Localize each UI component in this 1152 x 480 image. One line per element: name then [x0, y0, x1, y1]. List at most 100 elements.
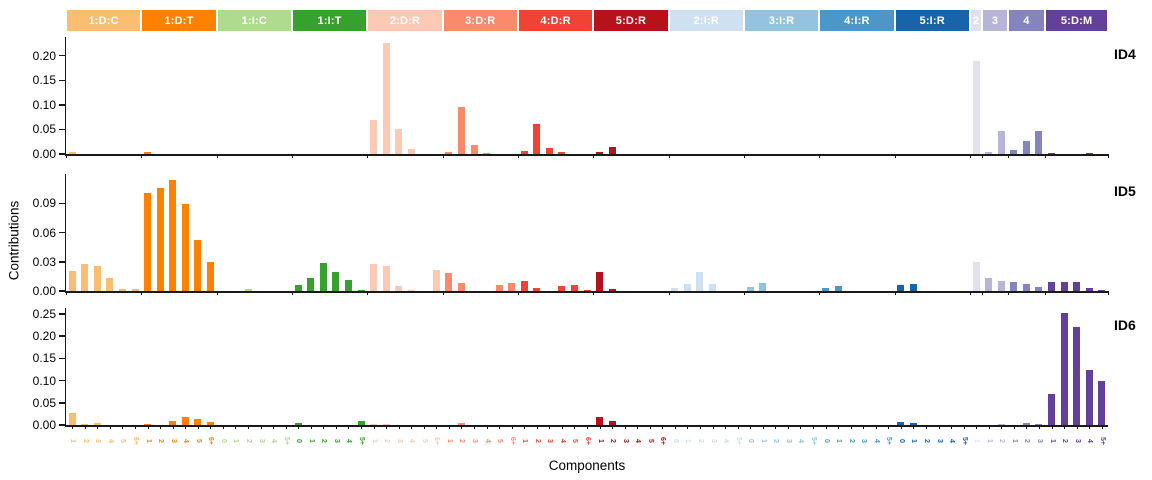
category-header-5:I:R: 5:I:R: [895, 10, 969, 31]
bar-ID5-5:I:R-1: [909, 284, 917, 291]
y-axis-line: [64, 308, 66, 425]
category-header-5:D:R: 5:D:R: [594, 10, 668, 31]
bin-tick: [135, 425, 137, 429]
category-header-4:I:R: 4:I:R: [820, 10, 894, 31]
bar-ID5-3:I:R-1: [759, 283, 767, 291]
bin-tick: [335, 425, 337, 429]
category-boundary-tick: [593, 291, 595, 295]
bin-tick: [662, 425, 664, 429]
category-boundary-tick: [442, 154, 444, 158]
y-tick: [59, 379, 65, 382]
category-header-1:D:C: 1:D:C: [67, 10, 141, 31]
category-header-label: 3:I:R: [768, 14, 795, 27]
y-tick-label: 0.03: [32, 254, 56, 269]
bar-ID4-4:D:R-3: [545, 148, 553, 154]
category-header-label: 4:I:R: [844, 14, 870, 27]
bin-tick: [775, 425, 777, 429]
y-tick: [59, 335, 65, 337]
y-tick: [59, 202, 65, 204]
bar-ID6-4-2: [1022, 422, 1030, 425]
category-header-label: 3: [991, 14, 999, 27]
bin-tick: [1038, 425, 1040, 429]
bar-ID5-2-1: [972, 261, 980, 291]
bin-tick: [812, 425, 814, 429]
bin-tick: [285, 425, 287, 429]
bin-tick: [411, 425, 413, 429]
category-boundary-tick: [894, 291, 896, 295]
category-header-label: 2: [973, 14, 980, 27]
y-tick: [59, 104, 65, 106]
bar-ID5-3:I:R-0: [746, 287, 754, 291]
bin-tick: [888, 425, 890, 429]
bar-ID5-1:D:C-2: [81, 263, 89, 291]
bin-tick: [674, 425, 676, 429]
bar-ID5-1:D:C-3: [93, 265, 101, 291]
bar-ID4-3:D:R-2: [457, 107, 465, 154]
category-boundary-tick: [442, 291, 444, 295]
bin-tick: [235, 425, 237, 429]
bar-ID6-3-2: [997, 423, 1005, 425]
y-tick: [59, 153, 65, 155]
bin-tick: [624, 425, 626, 429]
y-tick-label: 0.09: [32, 196, 56, 211]
bin-tick: [762, 425, 764, 429]
bar-ID6-5:D:R-2: [608, 421, 616, 425]
y-tick-label: 0.15: [32, 351, 56, 366]
bin-tick: [386, 425, 388, 429]
bar-ID5-3:D:R-1: [445, 273, 453, 291]
bar-ID5-3:D:R-5: [495, 285, 503, 291]
bar-ID5-2:D:R-6+: [432, 269, 440, 291]
bin-tick: [511, 425, 513, 429]
bin-tick: [1001, 425, 1003, 429]
bar-ID4-1:D:T-1: [144, 151, 152, 154]
bar-ID5-1:D:T-6+: [206, 261, 214, 291]
category-header-2:D:R: 2:D:R: [368, 10, 442, 31]
bar-ID4-4:D:R-2: [533, 123, 541, 154]
bin-tick: [599, 425, 601, 429]
y-axis-line: [64, 174, 66, 291]
bin-tick: [72, 425, 74, 429]
category-header-label: 4: [1023, 14, 1030, 27]
bin-tick: [988, 425, 990, 429]
bar-ID6-1:D:T-6+: [206, 422, 214, 425]
y-tick: [59, 54, 65, 57]
bin-tick: [260, 425, 262, 429]
bar-ID4-5:D:R-1: [596, 152, 604, 154]
bar-ID5-4:I:R-1: [834, 286, 842, 291]
bar-ID5-3-1: [985, 278, 993, 291]
bin-tick: [587, 425, 588, 429]
y-tick-label: 0.05: [32, 395, 56, 410]
y-tick: [59, 424, 65, 426]
bar-ID4-4-2: [1022, 140, 1030, 154]
bin-tick: [348, 425, 350, 429]
bin-tick: [875, 425, 877, 429]
bar-ID5-5:D:M-3: [1073, 282, 1081, 291]
bin-tick: [536, 425, 538, 429]
y-tick-label: 0.00: [32, 284, 56, 298]
bin-tick: [963, 425, 965, 429]
category-header-4: 4: [1008, 10, 1045, 31]
bar-ID4-2:D:R-3: [395, 128, 403, 154]
bar-ID4-1:D:C-1: [68, 152, 76, 154]
y-tick-label: 0.10: [32, 97, 56, 112]
bar-ID5-1:I:T-4: [344, 280, 352, 291]
bar-ID4-2:D:R-4: [407, 149, 415, 154]
x-axis-line: [64, 425, 1108, 427]
bar-ID6-1:D:C-1: [68, 412, 76, 425]
bar-ID4-3-1: [985, 151, 993, 154]
category-header-5:D:M: 5:D:M: [1046, 10, 1107, 31]
bin-tick: [448, 425, 450, 429]
bin-tick: [97, 425, 99, 429]
bar-ID5-1:I:T-2: [319, 262, 327, 291]
category-header-2:I:R: 2:I:R: [669, 10, 743, 31]
bin-tick: [197, 425, 199, 429]
bar-ID4-5:D:R-2: [608, 147, 616, 154]
y-tick-label: 0.05: [32, 122, 56, 137]
bin-tick: [210, 425, 212, 429]
bar-ID5-2:D:R-2: [382, 265, 390, 291]
bar-ID5-2:D:R-1: [370, 263, 378, 291]
bar-ID5-4-3: [1035, 287, 1043, 291]
bin-tick: [499, 425, 501, 429]
bar-ID5-4-1: [1010, 282, 1018, 291]
category-boundary-tick: [982, 154, 984, 158]
